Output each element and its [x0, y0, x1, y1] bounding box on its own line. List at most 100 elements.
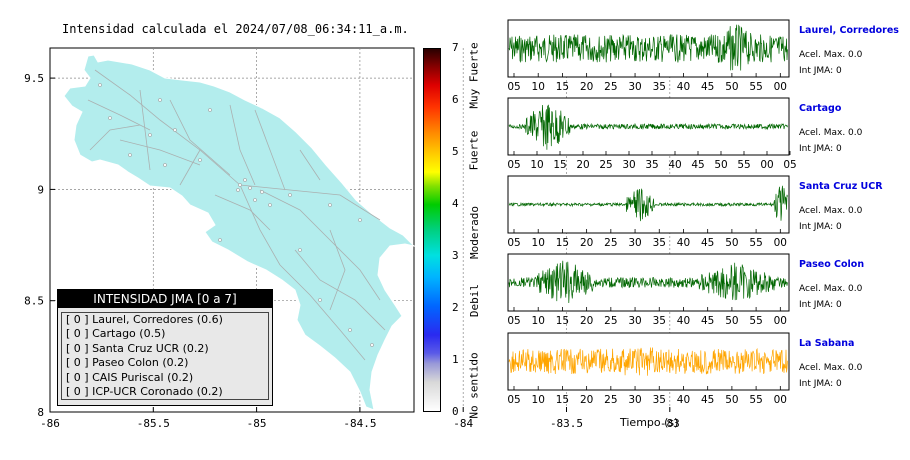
waveform-tick-label: 05	[507, 159, 520, 171]
lon-tick-label: -83.5	[550, 417, 583, 430]
waveform-tick-label: 15	[556, 81, 569, 93]
station-int-jma: Int JMA: 0	[799, 300, 842, 310]
waveform-tick-label: 05	[507, 81, 520, 93]
waveform-tick-label: 40	[677, 81, 690, 93]
waveform-tick-label: 05	[507, 394, 520, 406]
colorbar-tick-label: 7	[452, 41, 459, 54]
waveform-tick-label: 50	[725, 394, 738, 406]
waveform-tick-label: 40	[677, 394, 690, 406]
lon-tick-label: -84	[453, 417, 473, 430]
waveform-tick-label: 00	[760, 159, 773, 171]
legend-row: [ 0 ] Cartago (0.5)	[66, 327, 166, 341]
waveform-tick-label: 15	[553, 159, 566, 171]
station-name: Cartago	[799, 103, 842, 114]
intensity-legend: INTENSIDAD JMA [0 a 7] [ 0 ] Laurel, Cor…	[57, 289, 273, 406]
legend-row: [ 0 ] ICP-UCR Coronado (0.2)	[66, 384, 223, 398]
waveform-tick-label: 10	[530, 159, 543, 171]
waveform-tick-label: 15	[556, 237, 569, 249]
waveform-tick-label: 20	[576, 159, 589, 171]
waveform-tick-label: 05	[507, 315, 520, 327]
station-name: Paseo Colon	[799, 259, 865, 270]
station-acel-max: Acel. Max. 0.0	[799, 206, 863, 216]
waveform-trace	[508, 104, 788, 150]
map-axes: -86 -85.5 -85 -84.5 -84 -83.5 -83 8 8.5 9 9.5	[24, 72, 680, 430]
station-int-jma: Int JMA: 0	[799, 66, 842, 76]
station-int-jma: Int JMA: 0	[799, 379, 842, 389]
costa-rica-land	[63, 54, 416, 411]
waveform-tick-label: 20	[580, 237, 593, 249]
waveform-tick-label: 00	[774, 394, 787, 406]
legend-row: [ 0 ] Laurel, Corredores (0.6)	[66, 313, 223, 326]
waveform-trace	[508, 260, 788, 304]
colorbar-tick-label: 0	[452, 405, 459, 418]
waveform-tick-label: 40	[677, 315, 690, 327]
waveform-tick-label: 50	[714, 159, 727, 171]
legend-row: [ 0 ] Santa Cruz UCR (0.2)	[66, 341, 209, 355]
waveform-tick-label: 45	[691, 159, 704, 171]
lon-tick-label: -85	[247, 417, 267, 430]
waveform-tick-label: 40	[668, 159, 681, 171]
waveform-tick-label: 25	[604, 315, 617, 327]
waveform-tick-label: 55	[749, 394, 762, 406]
waveform-tick-label: 25	[599, 159, 612, 171]
legend-list: [ 0 ] Laurel, Corredores (0.6) [ 0 ] Car…	[61, 312, 269, 400]
waveform-tick-label: 20	[580, 315, 593, 327]
waveform-tick-label: 30	[628, 394, 641, 406]
page-title: Intensidad calculada el 2024/07/08_06:34…	[62, 22, 409, 36]
station-acel-max: Acel. Max. 0.0	[799, 284, 863, 294]
waveform-tick-label: 35	[653, 394, 666, 406]
waveform-tick-label: 50	[725, 315, 738, 327]
lon-tick-label: -85.5	[137, 417, 170, 430]
station-name: Santa Cruz UCR	[799, 181, 883, 192]
waveform-tick-label: 20	[580, 81, 593, 93]
legend-header: INTENSIDAD JMA [0 a 7]	[58, 290, 272, 308]
waveform-tick-label: 10	[532, 394, 545, 406]
waveform-tick-label: 45	[701, 315, 714, 327]
waveform-tick-label: 50	[725, 81, 738, 93]
waveform-tick-label: 30	[628, 81, 641, 93]
waveform-tick-label: 00	[774, 315, 787, 327]
lon-tick-label: -83	[660, 417, 680, 430]
waveform-tick-label: 45	[701, 81, 714, 93]
waveform-tick-label: 45	[701, 394, 714, 406]
waveform-tick-label: 55	[737, 159, 750, 171]
colorbar-tick-label: 1	[452, 353, 459, 366]
waveform-tick-label: 00	[774, 81, 787, 93]
waveform-tick-label: 15	[556, 315, 569, 327]
waveform-tick-label: 00	[774, 237, 787, 249]
station-acel-max: Acel. Max. 0.0	[799, 363, 863, 373]
lat-tick-label: 8.5	[24, 295, 44, 308]
intensity-colorbar	[423, 48, 441, 412]
waveform-trace	[508, 24, 788, 71]
waveform-tick-label: 55	[749, 81, 762, 93]
waveform-tick-label: 05	[507, 237, 520, 249]
waveform-tick-label: 30	[628, 237, 641, 249]
legend-row: [ 0 ] CAIS Puriscal (0.2)	[66, 370, 194, 384]
lat-tick-label: 9	[37, 183, 44, 196]
colorbar-tick-label: 4	[452, 197, 459, 210]
colorbar-tick-label: 3	[452, 249, 459, 262]
waveform-tick-label: 45	[701, 237, 714, 249]
legend-row: [ 0 ] Paseo Colon (0.2)	[66, 356, 189, 370]
waveform-tick-label: 05	[783, 159, 796, 171]
waveform-tick-label: 25	[604, 81, 617, 93]
station-acel-max: Acel. Max. 0.0	[799, 128, 863, 138]
waveform-tick-label: 20	[580, 394, 593, 406]
station-acel-max: Acel. Max. 0.0	[799, 50, 863, 60]
colorbar-tick-label: 6	[452, 93, 459, 106]
waveform-tick-label: 25	[604, 394, 617, 406]
waveform-x-label: Tiempo (s)	[620, 416, 679, 429]
lon-tick-label: -86	[40, 417, 60, 430]
waveform-tick-label: 35	[645, 159, 658, 171]
waveform-tick-label: 10	[532, 81, 545, 93]
waveform-tick-label: 10	[532, 315, 545, 327]
road-network	[87, 69, 386, 361]
waveform-tick-label: 30	[628, 315, 641, 327]
lat-tick-label: 8	[37, 406, 44, 419]
colorbar-tick-label: 5	[452, 145, 459, 158]
waveform-tick-label: 35	[653, 315, 666, 327]
lat-tick-label: 9.5	[24, 72, 44, 85]
waveform-tick-label: 15	[556, 394, 569, 406]
waveform-tick-label: 55	[749, 315, 762, 327]
waveform-trace	[508, 347, 788, 376]
